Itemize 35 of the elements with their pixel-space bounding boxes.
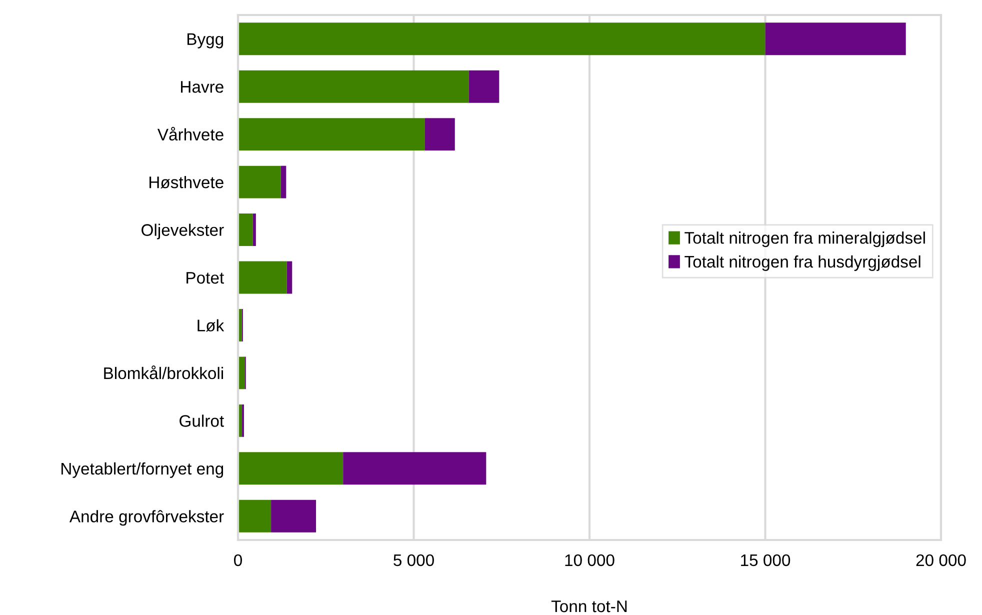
- y-tick-label: Potet: [186, 272, 224, 284]
- y-tick-label: Havre: [181, 81, 224, 93]
- y-tick-label: Nyetablert/fornyet eng: [62, 462, 224, 478]
- legend-label: Totalt nitrogen fra husdyrgjødsel: [684, 255, 920, 271]
- bar: [343, 452, 486, 485]
- x-tick-label: 15 000: [741, 554, 790, 566]
- bar: [468, 70, 500, 103]
- bar: [238, 214, 253, 246]
- bar: [252, 214, 256, 246]
- bar: [238, 70, 469, 103]
- bar: [425, 118, 455, 151]
- y-tick-label: Oljevekster: [142, 224, 224, 240]
- bar: [238, 452, 344, 485]
- x-tick-label: 20 000: [916, 554, 966, 566]
- bar: [238, 166, 281, 198]
- bar: [765, 22, 906, 56]
- bar: [238, 22, 766, 56]
- y-tick-label: Blomkål/brokkoli: [104, 366, 223, 380]
- x-tick-label: 10 000: [565, 554, 614, 566]
- bar: [238, 500, 272, 532]
- y-tick-label: Andre grovfôrvekster: [69, 510, 224, 526]
- bar: [271, 500, 316, 532]
- bar: [238, 118, 425, 151]
- y-tick-label: Bygg: [187, 33, 224, 48]
- bar: [280, 166, 286, 198]
- bar: [238, 261, 287, 294]
- y-tick-label: Gulrot: [180, 414, 224, 427]
- y-tick-label: Høsthvete: [150, 176, 224, 188]
- y-tick-label: Løk: [198, 319, 224, 332]
- x-tick-label: 0: [234, 554, 242, 566]
- bar: [286, 261, 292, 294]
- x-tick-label: 5 000: [394, 554, 434, 566]
- y-tick-label: Vårhvete: [157, 126, 224, 141]
- legend-label: Totalt nitrogen fra mineralgjødsel: [684, 232, 925, 248]
- x-axis-title: Tonn tot-N: [551, 600, 627, 612]
